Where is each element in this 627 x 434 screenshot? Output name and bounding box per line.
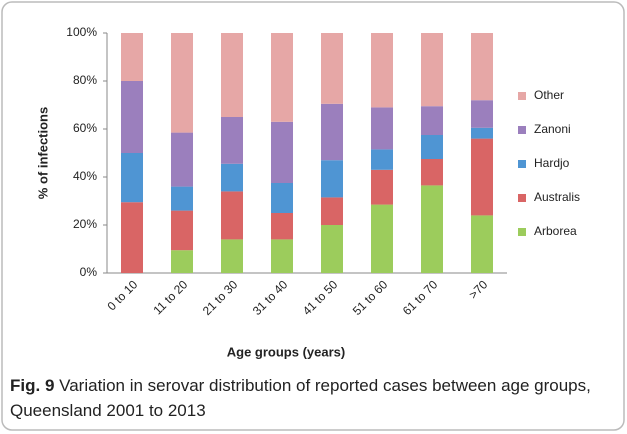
y-tick-label: 60% [73, 121, 97, 135]
bar-segment [221, 33, 243, 117]
bar-segment [121, 81, 143, 153]
legend-swatch [518, 228, 526, 236]
x-axis-title: Age groups (years) [227, 344, 345, 359]
legend-label: Zanoni [534, 122, 571, 136]
bar-segment [371, 149, 393, 170]
bar-segment [421, 106, 443, 135]
y-axis-title: % of infections [35, 107, 50, 199]
bar-segment [421, 159, 443, 186]
bar-segment [471, 33, 493, 101]
caption: Fig. 9 Variation in serovar distribution… [10, 373, 610, 423]
x-tick-label: 21 to 30 [200, 277, 241, 318]
bar-segment [471, 215, 493, 273]
bar-segment [121, 202, 143, 273]
bar-segment [271, 121, 293, 183]
bar-segment [371, 169, 393, 205]
bar-segment [321, 33, 343, 104]
y-tick-label: 80% [73, 73, 97, 87]
bar-segment [121, 33, 143, 81]
legend-label: Australis [534, 190, 580, 204]
bar-segment [171, 186, 193, 211]
bar-segment [171, 250, 193, 273]
bar-segment [171, 132, 193, 187]
bar-segment [271, 239, 293, 273]
x-tick-label: >70 [466, 277, 491, 302]
bar-segment [371, 33, 393, 108]
legend-label: Other [534, 88, 564, 102]
legend-swatch [518, 126, 526, 134]
y-tick-label: 0% [80, 265, 98, 279]
bar-segment [221, 117, 243, 164]
bar-segment [221, 191, 243, 240]
bar-segment [221, 163, 243, 192]
legend-label: Arborea [534, 224, 577, 238]
bar-segment [271, 213, 293, 240]
bar-segment [471, 127, 493, 139]
bar-segment [271, 183, 293, 213]
legend-swatch [518, 92, 526, 100]
bar-segment [221, 239, 243, 273]
bar-segment [471, 138, 493, 216]
bar-segment [421, 33, 443, 107]
x-tick-label: 51 to 60 [350, 277, 391, 318]
y-tick-label: 20% [73, 217, 97, 231]
x-tick-label: 0 to 10 [105, 277, 141, 313]
legend-swatch [518, 160, 526, 168]
bar-segment [421, 185, 443, 273]
bar-segment [171, 33, 193, 133]
y-tick-label: 40% [73, 169, 97, 183]
y-tick-label: 100% [66, 25, 97, 39]
caption-text: Variation in serovar distribution of rep… [10, 376, 591, 420]
x-tick-label: 11 to 20 [150, 277, 190, 317]
bar-segment [171, 210, 193, 251]
bar-segment [121, 153, 143, 203]
bar-segment [321, 160, 343, 198]
legend-swatch [518, 194, 526, 202]
bar-segment [271, 33, 293, 122]
bar-segment [321, 225, 343, 273]
bar-segment [371, 204, 393, 273]
legend-label: Hardjo [534, 156, 570, 170]
x-tick-label: 41 to 50 [300, 277, 341, 318]
bar-segment [471, 100, 493, 128]
bar-segment [321, 197, 343, 225]
x-tick-label: 31 to 40 [250, 277, 291, 318]
bar-segment [321, 103, 343, 161]
caption-label: Fig. 9 [10, 376, 55, 395]
bar-segment [371, 107, 393, 150]
bar-segment [421, 135, 443, 159]
x-tick-label: 61 to 70 [400, 277, 441, 318]
